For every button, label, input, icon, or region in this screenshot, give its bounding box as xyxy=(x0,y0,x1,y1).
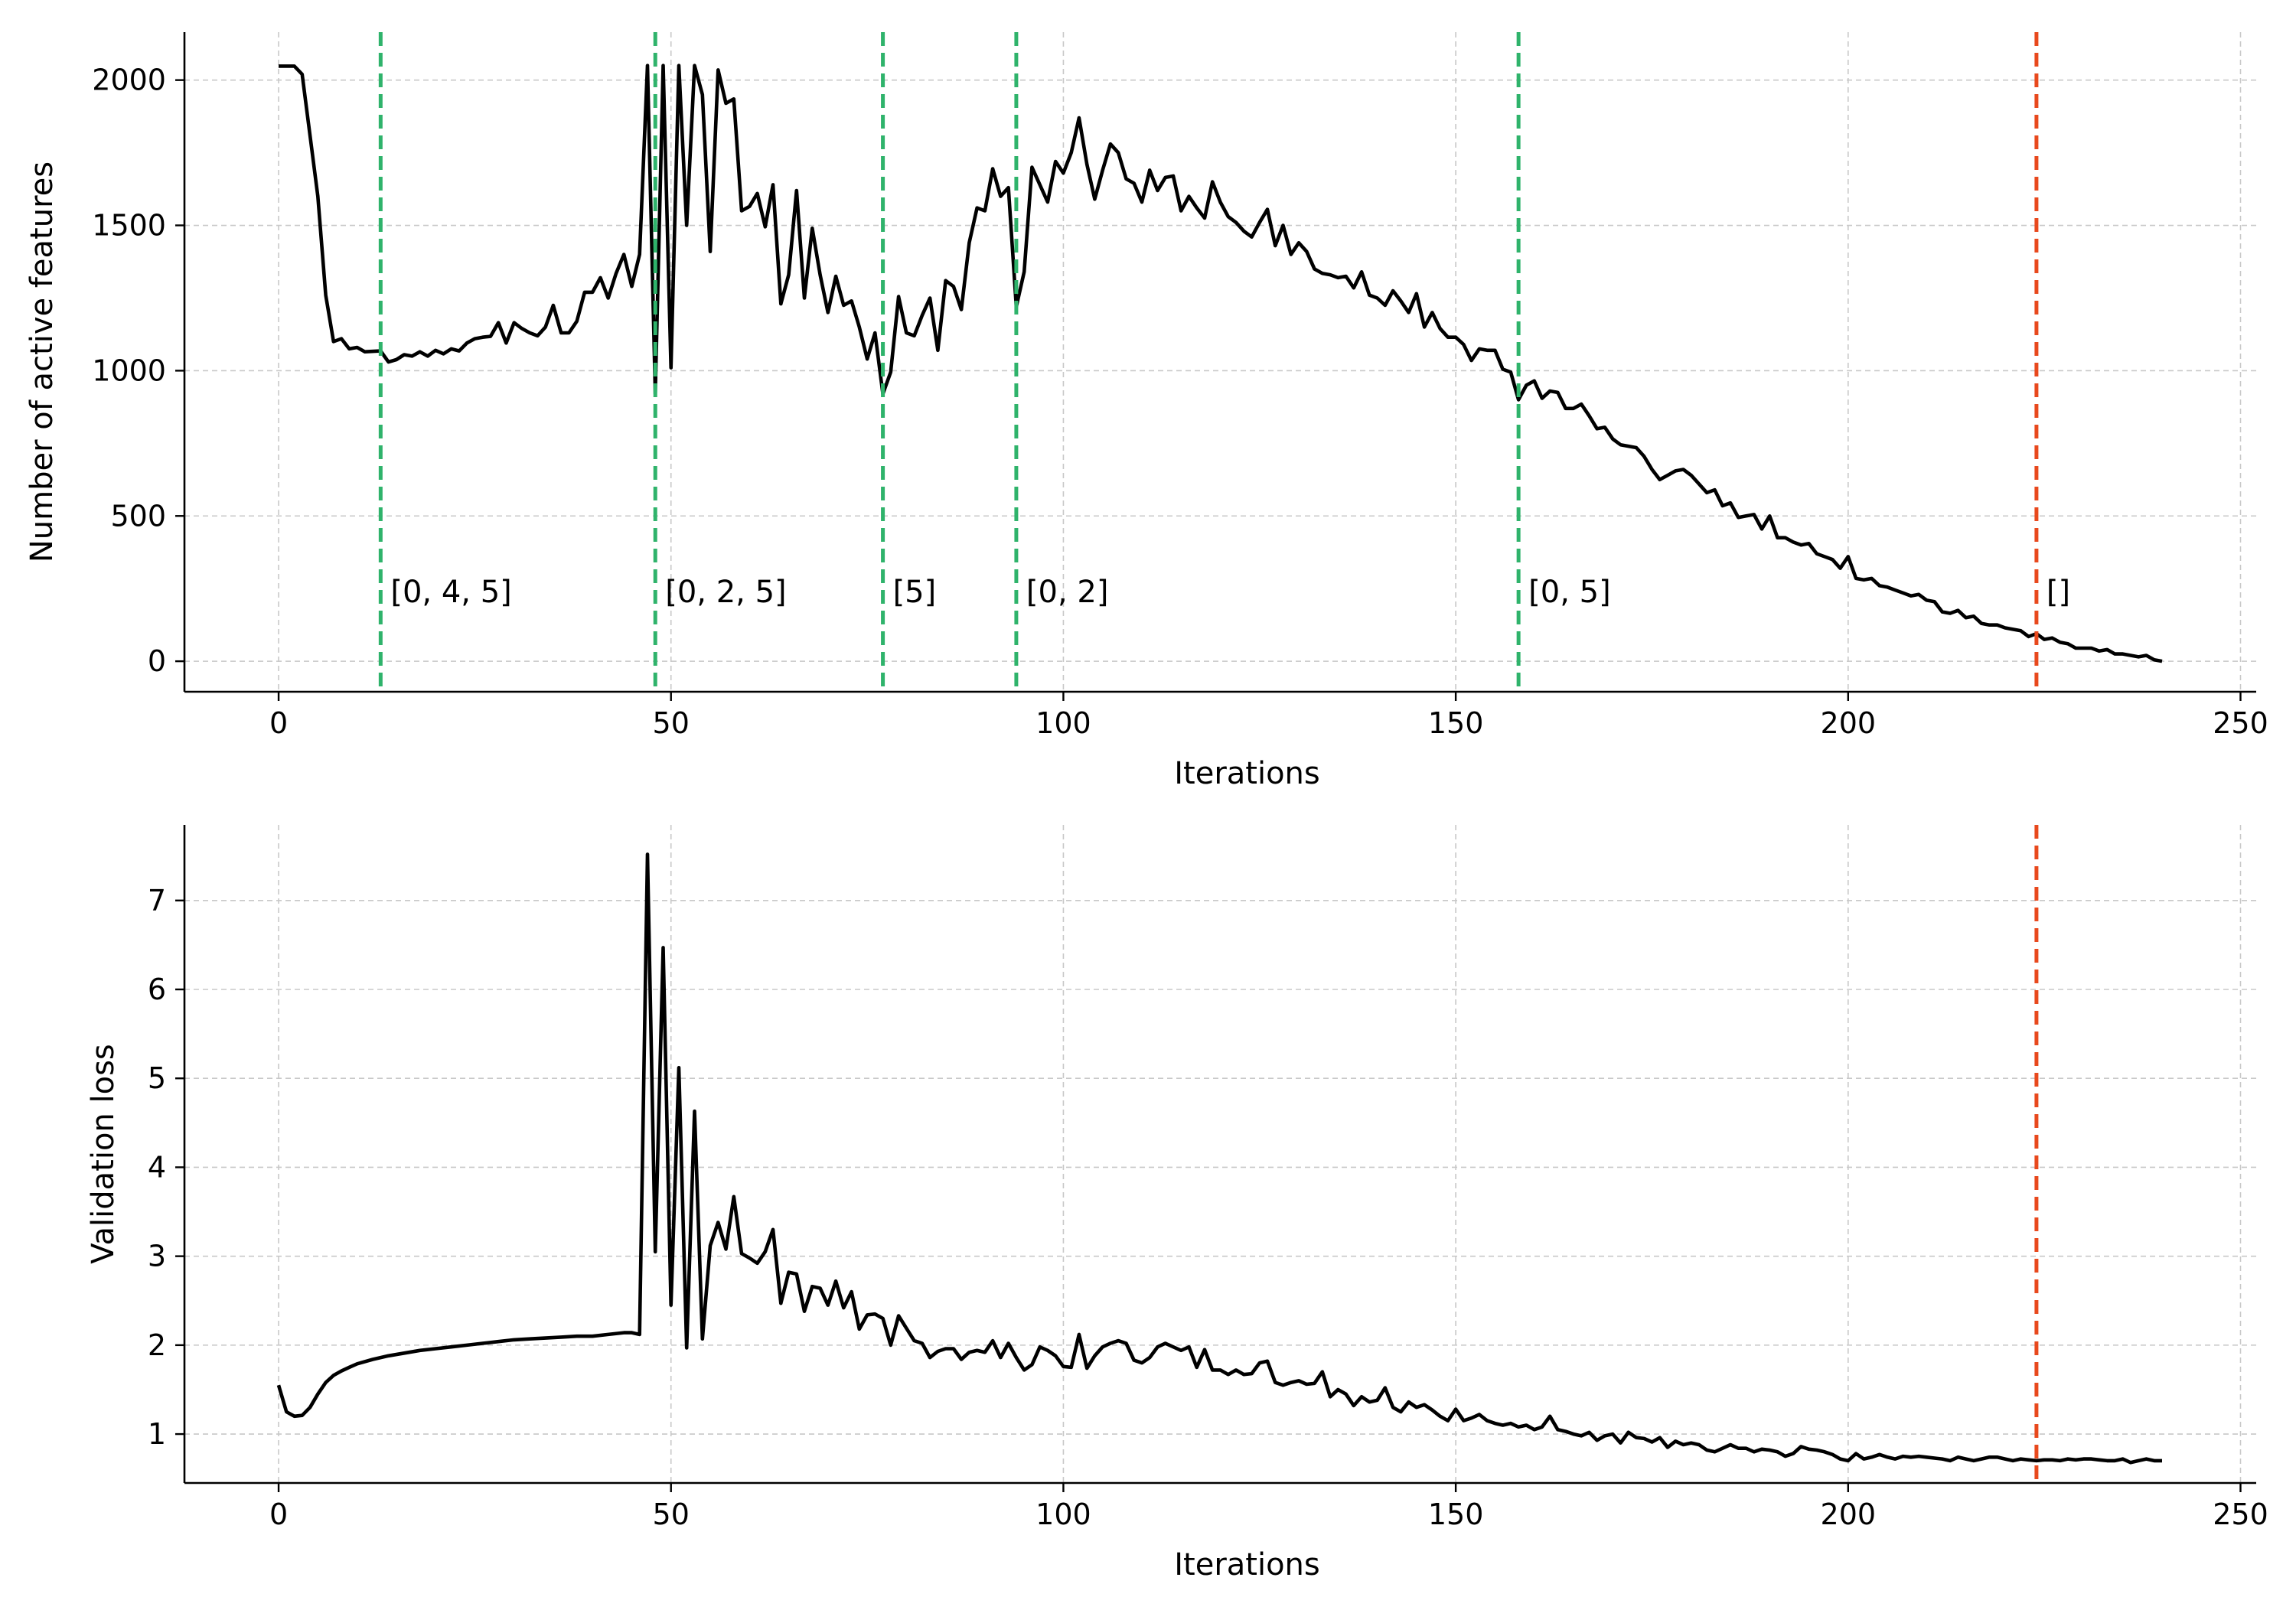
y-tick-label: 4 xyxy=(148,1150,166,1184)
y-tick-label: 5 xyxy=(148,1061,166,1095)
x-tick-label: 150 xyxy=(1428,1498,1484,1531)
x-tick-label: 50 xyxy=(653,706,690,740)
marker-label: [0, 2, 5] xyxy=(665,575,786,610)
y-tick-label: 500 xyxy=(110,499,166,533)
y-tick-label: 2 xyxy=(148,1328,166,1362)
y-tick-label: 3 xyxy=(148,1240,166,1273)
y-tick-label: 1500 xyxy=(92,209,166,243)
y-axis-label: Number of active features xyxy=(24,161,60,562)
y-tick-label: 6 xyxy=(148,973,166,1006)
x-tick-label: 200 xyxy=(1821,1498,1877,1531)
marker-label: [0, 4, 5] xyxy=(390,575,511,610)
x-tick-label: 100 xyxy=(1035,1498,1091,1531)
y-tick-label: 1000 xyxy=(92,354,166,387)
x-tick-label: 0 xyxy=(269,706,288,740)
x-tick-label: 250 xyxy=(2213,706,2268,740)
x-tick-label: 200 xyxy=(1821,706,1877,740)
y-tick-label: 1 xyxy=(148,1417,166,1451)
x-axis-label: Iterations xyxy=(1174,756,1320,791)
y-tick-label: 2000 xyxy=(92,64,166,97)
marker-label: [5] xyxy=(893,575,937,610)
y-tick-label: 7 xyxy=(148,884,166,917)
chart-panel-1: [0, 4, 5] [0, 2, 5] [5] [0, 2] [0, 5] [] 0 50 10… xyxy=(24,32,2268,791)
y-axis-label: Validation loss xyxy=(86,1044,121,1264)
marker-label: [] xyxy=(2047,575,2070,610)
y-tick-label: 0 xyxy=(148,644,166,678)
x-tick-label: 0 xyxy=(269,1498,288,1531)
series-line xyxy=(276,852,2162,1465)
chart-panel-2: 0 50 100 150 200 250 1 2 3 4 5 6 7 Iterations Validati… xyxy=(86,825,2268,1582)
x-tick-label: 150 xyxy=(1428,706,1484,740)
marker-label: [0, 2] xyxy=(1026,575,1109,610)
x-axis-label: Iterations xyxy=(1174,1547,1320,1582)
marker-label: [0, 5] xyxy=(1528,575,1611,610)
x-tick-label: 50 xyxy=(653,1498,690,1531)
x-tick-label: 250 xyxy=(2213,1498,2268,1531)
x-tick-label: 100 xyxy=(1035,706,1091,740)
series-line xyxy=(279,64,2163,663)
